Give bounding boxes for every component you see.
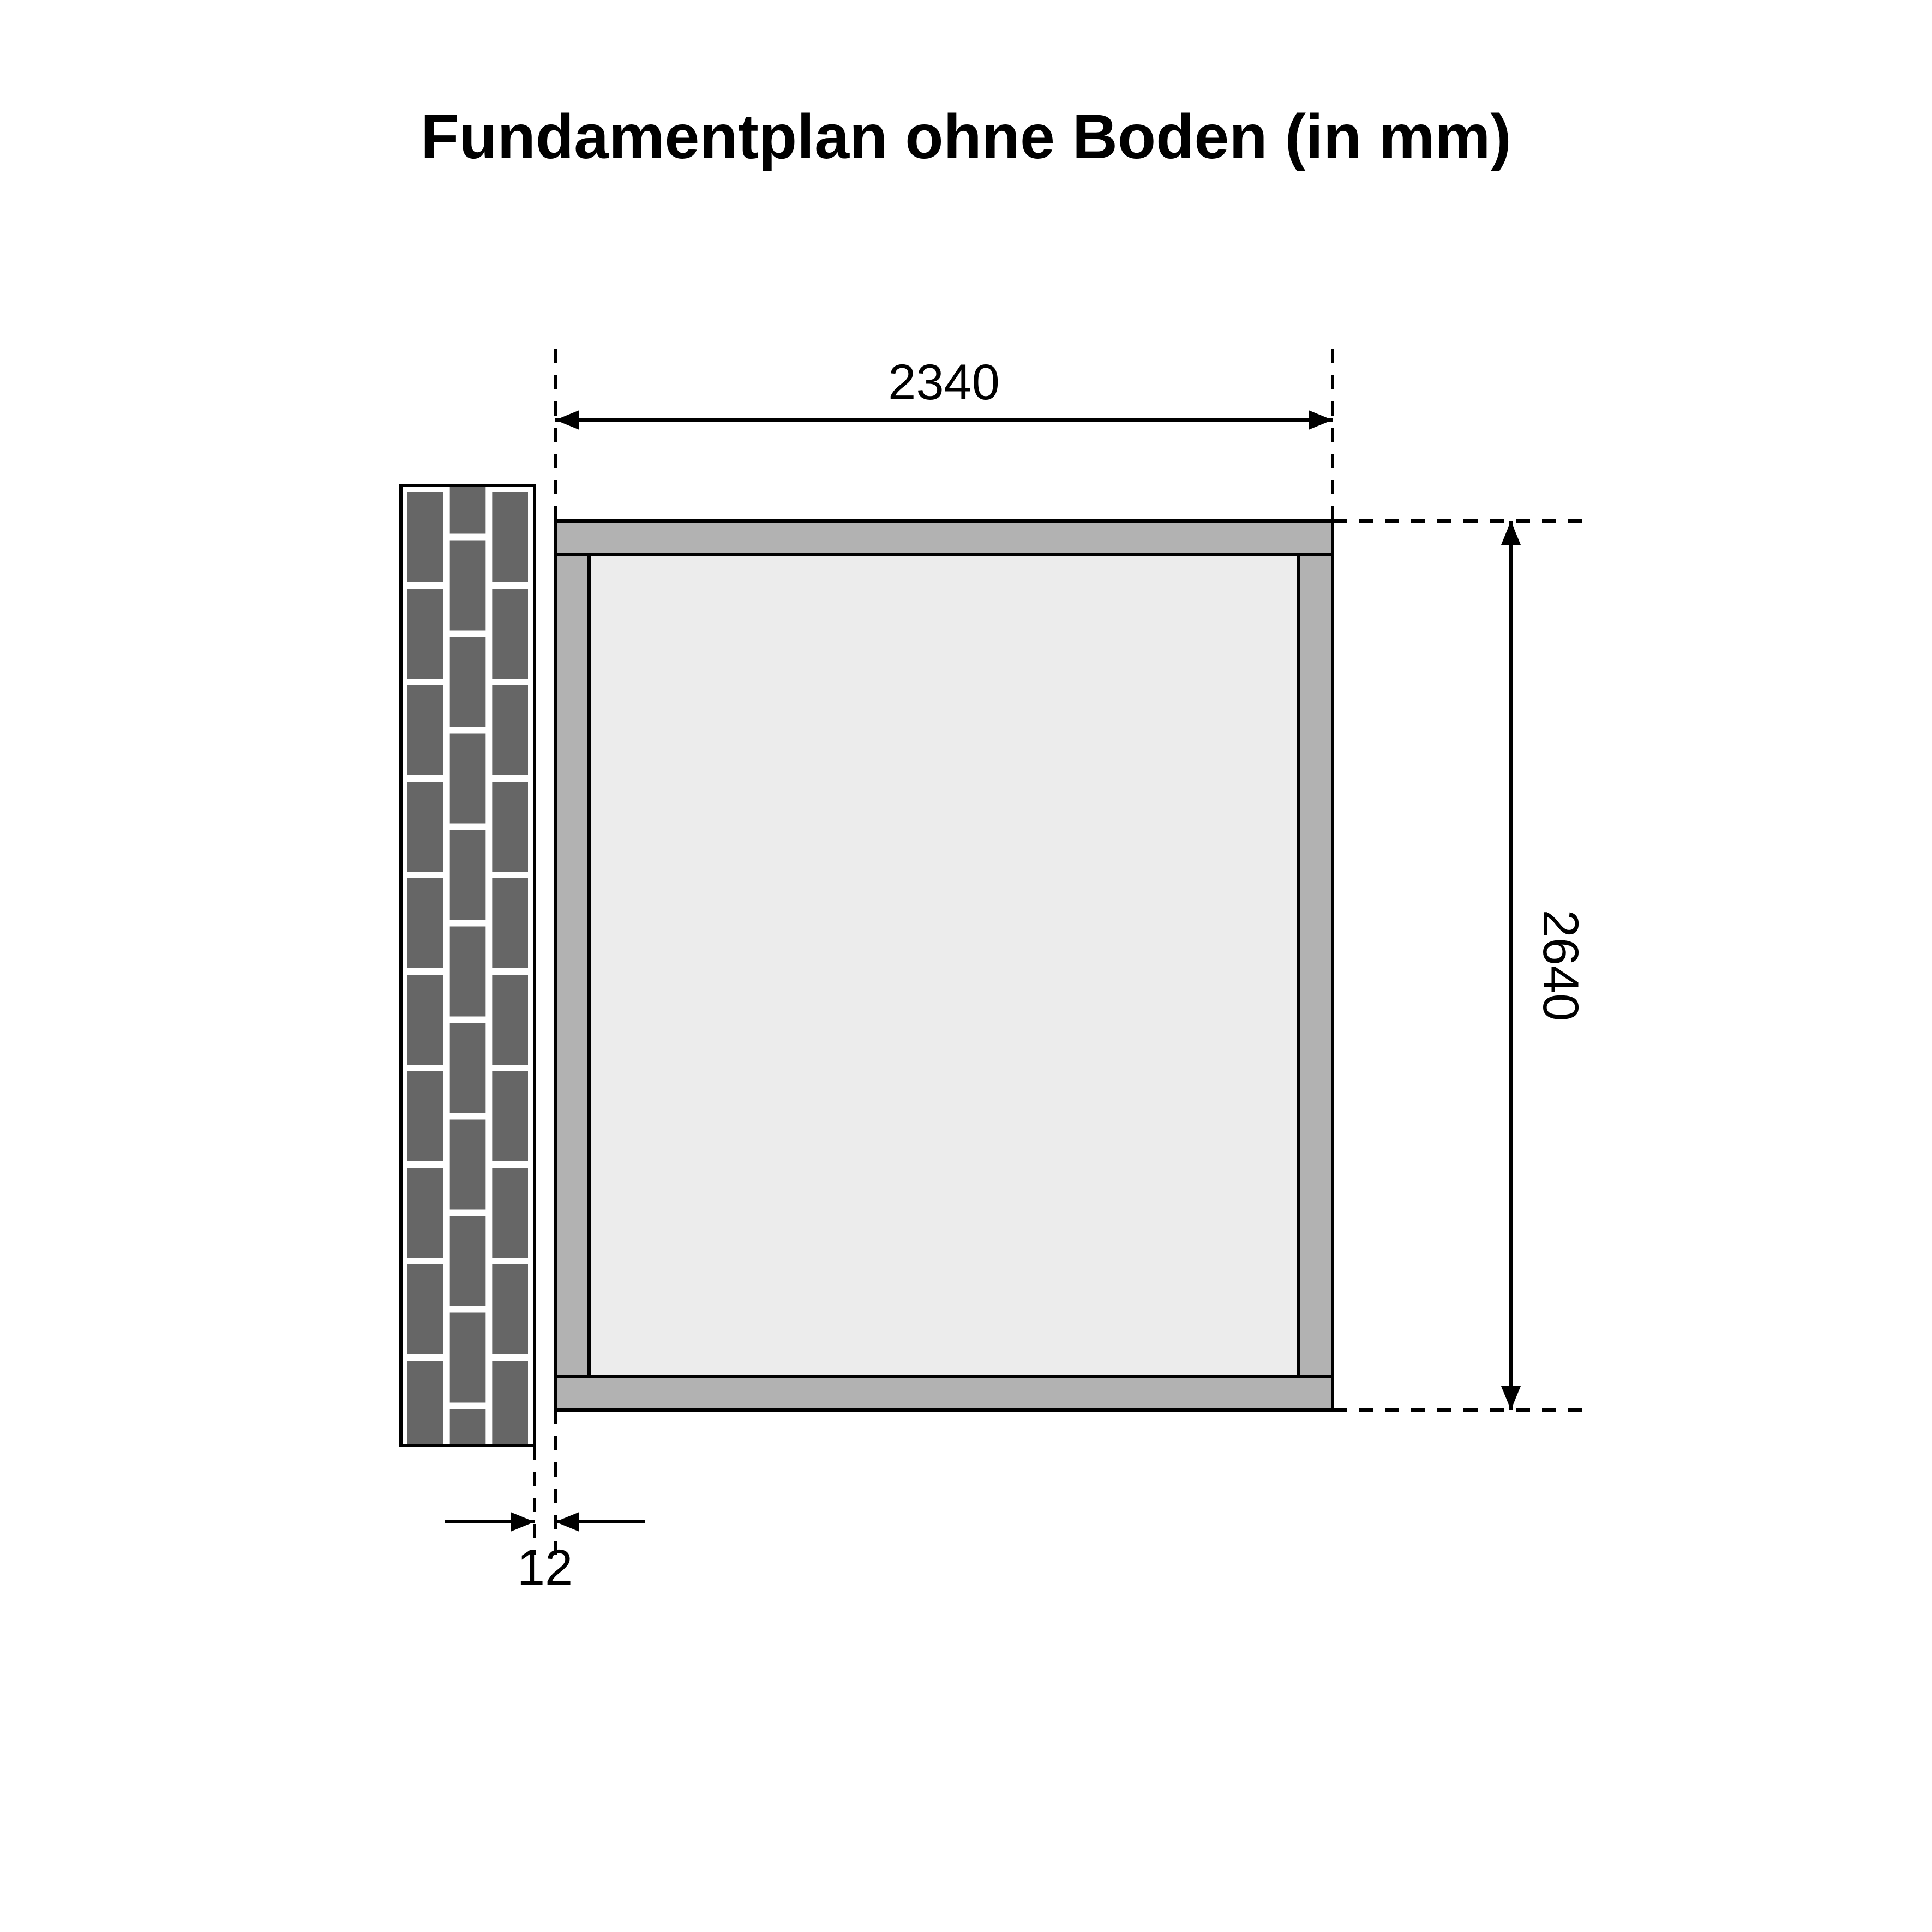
page-title: Fundamentplan ohne Boden (in mm) [0,101,1932,173]
foundation-plan-drawing: 2340 2640 12 [0,0,1932,1932]
dimension-height-label: 2640 [1533,910,1588,1022]
brick-wall [401,347,535,1548]
dimension-width-label: 2340 [888,355,1000,410]
dimension-gap-label: 12 [517,1540,573,1595]
foundation-outline [555,521,1333,1410]
